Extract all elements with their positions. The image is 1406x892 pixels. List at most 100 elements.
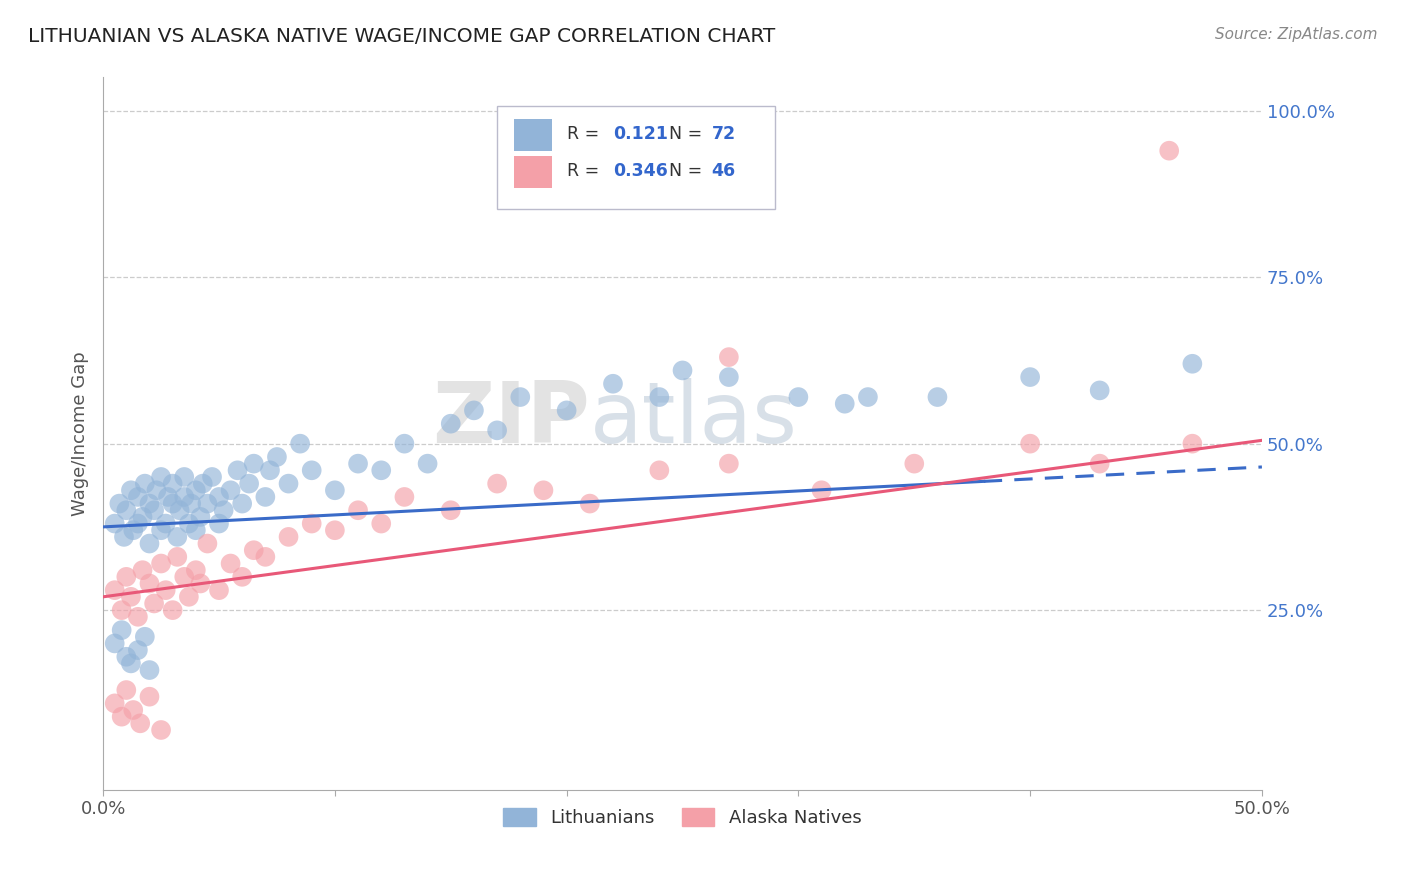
Text: ZIP: ZIP [432,378,589,461]
Point [115,683,138,698]
Point [127,490,149,504]
Point [138,497,160,511]
Point [486,476,509,491]
Point [1019,370,1042,384]
Point [173,470,195,484]
Point [648,463,671,477]
Point [219,557,242,571]
Point [111,709,134,723]
Point [416,457,439,471]
Point [162,497,184,511]
Point [927,390,949,404]
Point [104,583,127,598]
Point [127,516,149,531]
Point [1181,357,1204,371]
Point [155,516,177,531]
Point [370,516,392,531]
Point [184,483,207,498]
Point [138,690,160,704]
Point [717,370,740,384]
Text: Source: ZipAtlas.com: Source: ZipAtlas.com [1215,27,1378,42]
Point [238,476,260,491]
Point [259,463,281,477]
Point [394,436,416,450]
Point [173,490,195,504]
Point [169,503,191,517]
Point [394,490,416,504]
Point [108,497,131,511]
Text: N =: N = [669,162,707,180]
Text: 0.346: 0.346 [613,162,668,180]
Point [602,376,624,391]
Point [201,470,224,484]
Point [112,530,135,544]
Point [717,457,740,471]
Text: N =: N = [669,126,707,144]
Point [184,563,207,577]
Point [143,503,166,517]
Point [277,530,299,544]
Point [555,403,578,417]
Point [208,516,231,531]
Point [1181,436,1204,450]
Point [191,476,214,491]
Point [242,543,264,558]
Point [138,576,160,591]
Point [231,570,253,584]
Point [440,417,463,431]
Point [903,457,925,471]
Text: 0.121: 0.121 [613,126,668,144]
Point [138,663,160,677]
FancyBboxPatch shape [498,106,775,210]
Point [226,463,249,477]
Point [173,570,195,584]
Point [150,723,173,737]
Point [134,476,156,491]
Point [166,549,188,564]
Point [134,630,156,644]
Point [120,590,142,604]
Point [671,363,693,377]
Point [115,503,138,517]
Point [197,536,219,550]
Point [486,423,509,437]
Point [115,570,138,584]
Point [254,490,277,504]
Point [138,536,160,550]
Point [231,497,253,511]
Text: 46: 46 [711,162,735,180]
Legend: Lithuanians, Alaska Natives: Lithuanians, Alaska Natives [496,800,869,834]
Point [323,523,346,537]
Point [266,450,288,464]
Point [254,549,277,564]
Point [104,516,127,531]
Point [115,649,138,664]
Point [120,483,142,498]
Point [111,603,134,617]
Point [288,436,311,450]
Point [143,597,166,611]
Point [370,463,392,477]
Point [1019,436,1042,450]
Point [787,390,810,404]
Point [177,516,200,531]
Point [131,563,153,577]
Point [162,476,184,491]
Point [219,483,242,498]
Point [208,583,231,598]
Point [440,503,463,517]
Point [533,483,555,498]
Point [129,716,152,731]
Point [197,497,219,511]
Point [150,523,173,537]
FancyBboxPatch shape [515,156,551,188]
Text: 72: 72 [711,126,735,144]
Point [190,576,212,591]
Point [212,503,235,517]
Text: R =: R = [567,162,605,180]
Point [111,623,134,637]
Point [104,636,127,650]
Point [180,497,202,511]
Point [1088,457,1111,471]
Point [648,390,671,404]
